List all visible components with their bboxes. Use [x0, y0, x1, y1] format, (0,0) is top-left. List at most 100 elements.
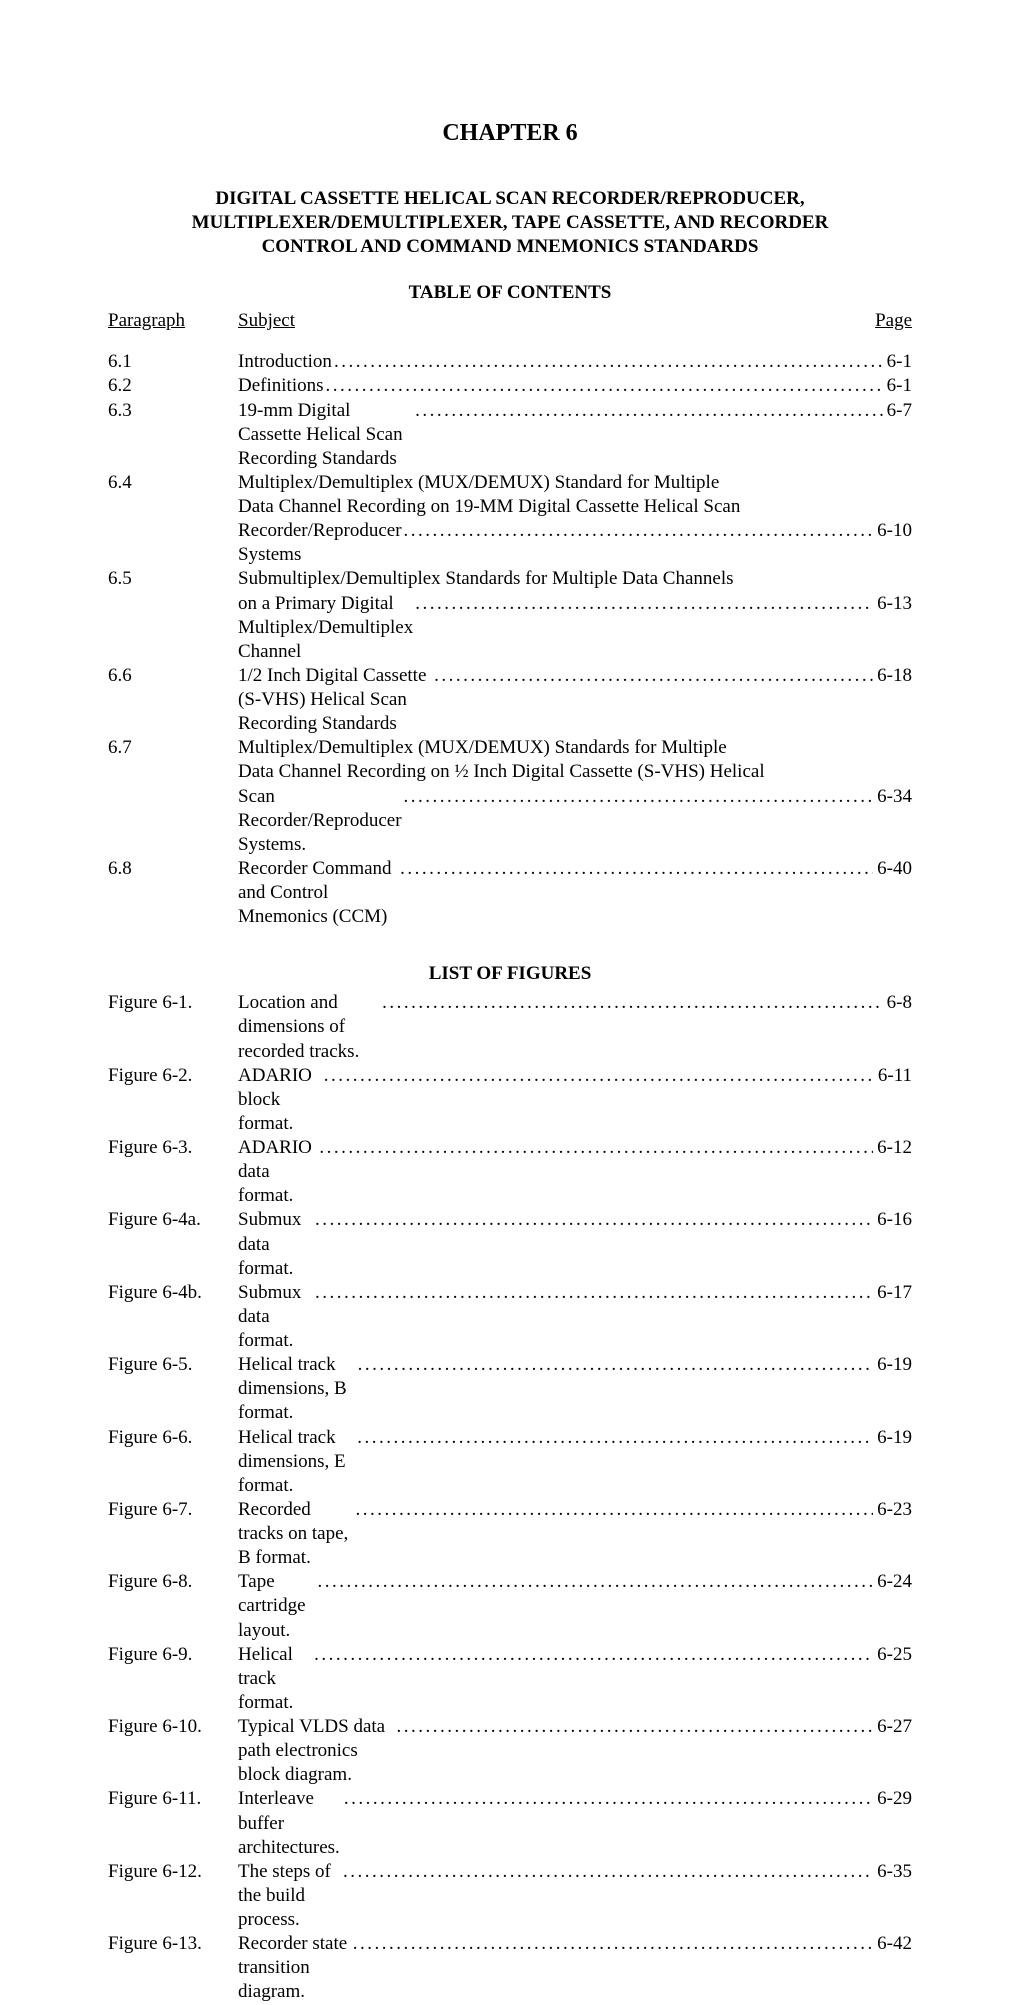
- leader-dots: [358, 1353, 874, 1377]
- chapter-subtitle: DIGITAL CASSETTE HELICAL SCAN RECORDER/R…: [108, 187, 912, 258]
- toc-entry: 6.7Multiplex/Demultiplex (MUX/DEMUX) Sta…: [108, 736, 912, 760]
- entry-paragraph-number: 6.1: [108, 350, 238, 374]
- toc-entry: Figure 6-2.ADARIO block format. 6-11: [108, 1064, 912, 1136]
- entry-subject-text: 19-mm Digital Cassette Helical Scan Reco…: [238, 399, 415, 471]
- entry-page-number: 6-35: [873, 1860, 912, 1884]
- entry-page-number: 6-1: [883, 374, 912, 398]
- toc-entry: 6.1Introduction6-1: [108, 350, 912, 374]
- toc-entry: 6.319-mm Digital Cassette Helical Scan R…: [108, 399, 912, 471]
- entry-paragraph-number: Figure 6-6.: [108, 1426, 238, 1450]
- entry-page-number: 6-24: [873, 1570, 912, 1594]
- entry-paragraph-number: Figure 6-13.: [108, 1932, 238, 1956]
- entry-page-number: 6-11: [874, 1064, 912, 1088]
- entry-subject-text: Data Channel Recording on ½ Inch Digital…: [238, 760, 767, 784]
- entry-subject: on a Primary Digital Multiplex/Demultipl…: [238, 592, 873, 664]
- entry-subject-text: ADARIO data format.: [238, 1136, 319, 1208]
- entry-subject: Helical track dimensions, B format.: [238, 1353, 873, 1425]
- entry-subject: Submux data format.: [238, 1208, 873, 1280]
- leader-dots: [334, 350, 883, 374]
- entry-subject: The steps of the build process.: [238, 1860, 873, 1932]
- entry-subject: Definitions: [238, 374, 883, 398]
- toc-list: 6.1Introduction6-16.2Definitions 6-16.31…: [108, 350, 912, 929]
- entry-subject-text: 1/2 Inch Digital Cassette (S-VHS) Helica…: [238, 664, 434, 736]
- toc-entry: Figure 6-4a.Submux data format.6-16: [108, 1208, 912, 1280]
- entry-page-number: 6-18: [873, 664, 912, 688]
- entry-paragraph-number: 6.8: [108, 857, 238, 881]
- entry-subject-text: Recorder Command and Control Mnemonics (…: [238, 857, 400, 929]
- entry-paragraph-number: Figure 6-12.: [108, 1860, 238, 1884]
- entry-subject-text: on a Primary Digital Multiplex/Demultipl…: [238, 592, 415, 664]
- entry-page-number: 6-12: [873, 1136, 912, 1160]
- entry-paragraph-number: Figure 6-1.: [108, 991, 238, 1015]
- col-header-subject: Subject: [238, 310, 857, 332]
- leader-dots: [343, 1860, 873, 1884]
- entry-subject: Introduction: [238, 350, 883, 374]
- toc-entry-continuation: 6.4Recorder/Reproducer Systems6-10: [108, 519, 912, 567]
- entry-paragraph-number: Figure 6-3.: [108, 1136, 238, 1160]
- entry-subject-text: Introduction: [238, 350, 334, 374]
- entry-paragraph-number: Figure 6-2.: [108, 1064, 238, 1088]
- leader-dots: [404, 519, 874, 543]
- toc-entry: Figure 6-12.The steps of the build proce…: [108, 1860, 912, 1932]
- entry-paragraph-number: Figure 6-11.: [108, 1787, 238, 1811]
- leader-dots: [434, 664, 873, 688]
- leader-dots: [315, 1208, 873, 1232]
- leader-dots: [396, 1715, 873, 1739]
- entry-subject-text: Tape cartridge layout.: [238, 1570, 318, 1642]
- entry-subject: Submultiplex/Demultiplex Standards for M…: [238, 567, 873, 591]
- col-header-page: Page: [857, 310, 912, 332]
- entry-subject-text: Interleave buffer architectures.: [238, 1787, 344, 1859]
- toc-column-headers: Paragraph Subject Page: [108, 310, 912, 332]
- toc-entry: Figure 6-7.Recorded tracks on tape, B fo…: [108, 1498, 912, 1570]
- entry-subject: Recorded tracks on tape, B format.: [238, 1498, 873, 1570]
- entry-subject: Data Channel Recording on 19-MM Digital …: [238, 495, 873, 519]
- entry-subject-text: Submux data format.: [238, 1208, 315, 1280]
- entry-subject-text: Submux data format.: [238, 1281, 315, 1353]
- entry-subject-text: Submultiplex/Demultiplex Standards for M…: [238, 567, 736, 591]
- entry-subject: Typical VLDS data path electronics block…: [238, 1715, 873, 1787]
- entry-subject: 1/2 Inch Digital Cassette (S-VHS) Helica…: [238, 664, 873, 736]
- subtitle-line: MULTIPLEXER/DEMULTIPLEXER, TAPE CASSETTE…: [192, 212, 829, 233]
- leader-dots: [415, 592, 873, 616]
- entry-paragraph-number: Figure 6-8.: [108, 1570, 238, 1594]
- leader-dots: [356, 1498, 874, 1522]
- toc-entry-continuation: 6.5on a Primary Digital Multiplex/Demult…: [108, 592, 912, 664]
- entry-page-number: 6-16: [873, 1208, 912, 1232]
- entry-subject-text: Multiplex/Demultiplex (MUX/DEMUX) Standa…: [238, 736, 729, 760]
- toc-entry-continuation: 6.7Data Channel Recording on ½ Inch Digi…: [108, 760, 912, 784]
- entry-subject: Recorder Command and Control Mnemonics (…: [238, 857, 873, 929]
- entry-page-number: 6-10: [873, 519, 912, 543]
- subtitle-line: CONTROL AND COMMAND MNEMONICS STANDARDS: [262, 236, 759, 257]
- entry-subject-text: Helical track dimensions, E format.: [238, 1426, 357, 1498]
- entry-page-number: 6-42: [873, 1932, 912, 1956]
- entry-page-number: 6-27: [873, 1715, 912, 1739]
- toc-entry-continuation: 6.7Scan Recorder/Reproducer Systems.6-34: [108, 785, 912, 857]
- toc-entry: 6.5Submultiplex/Demultiplex Standards fo…: [108, 567, 912, 591]
- entry-subject-text: Helical track format.: [238, 1643, 314, 1715]
- entry-subject-text: Typical VLDS data path electronics block…: [238, 1715, 396, 1787]
- entry-page-number: 6-23: [873, 1498, 912, 1522]
- entry-subject: Interleave buffer architectures.: [238, 1787, 873, 1859]
- toc-entry: Figure 6-11.Interleave buffer architectu…: [108, 1787, 912, 1859]
- entry-page-number: 6-34: [873, 785, 912, 809]
- entry-page-number: 6-7: [883, 399, 912, 423]
- toc-entry: Figure 6-4b.Submux data format. 6-17: [108, 1281, 912, 1353]
- entry-paragraph-number: 6.6: [108, 664, 238, 688]
- toc-entry: Figure 6-10.Typical VLDS data path elect…: [108, 1715, 912, 1787]
- entry-subject: ADARIO block format.: [238, 1064, 874, 1136]
- entry-paragraph-number: 6.7: [108, 736, 238, 760]
- leader-dots: [382, 991, 883, 1015]
- leader-dots: [353, 1932, 873, 1956]
- leader-dots: [314, 1643, 873, 1667]
- entry-subject-text: Recorder/Reproducer Systems: [238, 519, 404, 567]
- entry-subject-text: Data Channel Recording on 19-MM Digital …: [238, 495, 742, 519]
- toc-entry: 6.4Multiplex/Demultiplex (MUX/DEMUX) Sta…: [108, 471, 912, 495]
- leader-dots: [324, 1064, 874, 1088]
- entry-subject: Multiplex/Demultiplex (MUX/DEMUX) Standa…: [238, 471, 873, 495]
- toc-entry: 6.8Recorder Command and Control Mnemonic…: [108, 857, 912, 929]
- entry-subject-text: Recorder state transition diagram.: [238, 1932, 353, 2004]
- toc-entry: Figure 6-1.Location and dimensions of re…: [108, 991, 912, 1063]
- entry-page-number: 6-17: [873, 1281, 912, 1305]
- entry-paragraph-number: Figure 6-4b.: [108, 1281, 238, 1305]
- entry-paragraph-number: Figure 6-9.: [108, 1643, 238, 1667]
